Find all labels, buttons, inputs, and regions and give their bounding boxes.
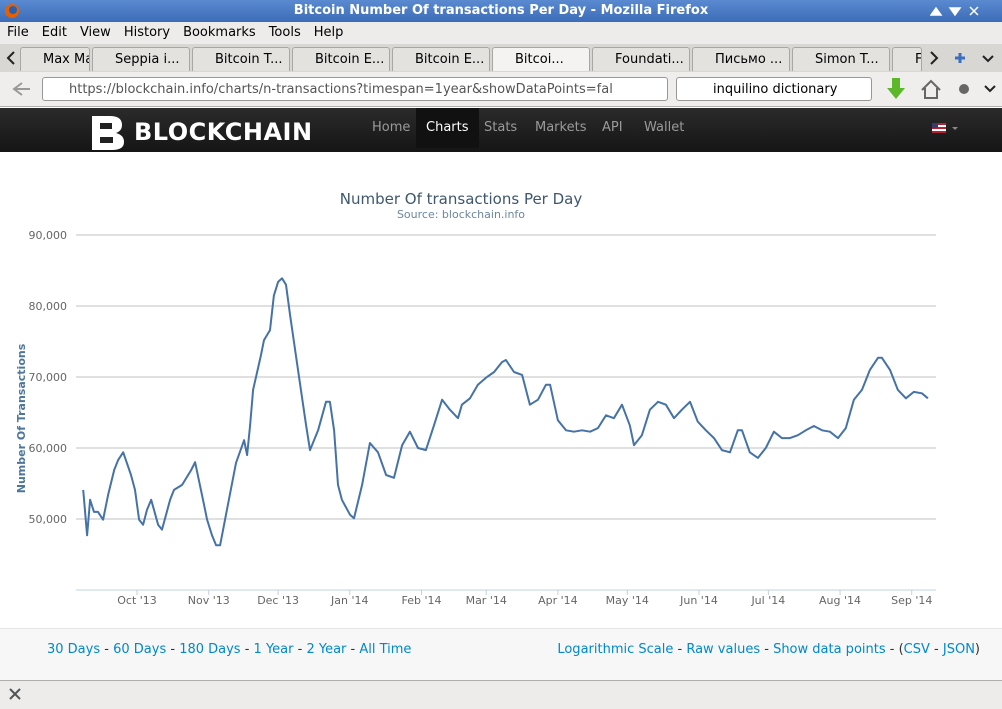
tab[interactable]: Foundati... xyxy=(592,47,690,71)
chart-options: 30 Days - 60 Days - 180 Days - 1 Year - … xyxy=(0,628,1002,681)
menu-item[interactable]: History xyxy=(123,25,171,40)
menu-bar: File Edit View History Bookmarks Tools Help xyxy=(0,22,1002,44)
x-tick-label: Apr '14 xyxy=(538,594,578,607)
menu-item[interactable]: Bookmarks xyxy=(183,25,256,40)
tab[interactable]: F xyxy=(892,47,922,71)
window-buttons[interactable] xyxy=(930,5,996,17)
y-axis-label: Number Of Transactions xyxy=(15,343,28,493)
x-tick-label: Aug '14 xyxy=(819,594,861,607)
separator: ) xyxy=(974,642,980,657)
option-links: Logarithmic Scale - Raw values - Show da… xyxy=(557,642,980,657)
x-tick-label: Dec '13 xyxy=(257,594,299,607)
close-addon-bar[interactable] xyxy=(9,688,21,700)
x-tick-label: May '14 xyxy=(606,594,649,607)
site-nav-item[interactable]: Markets xyxy=(535,120,587,135)
separator: - xyxy=(346,642,360,657)
timespan-link[interactable]: 180 Days xyxy=(179,642,241,657)
tab[interactable]: Max Man... xyxy=(20,47,90,71)
separator: - xyxy=(760,642,774,657)
separator: - xyxy=(100,642,114,657)
search-box[interactable]: inquilino dictionary xyxy=(676,77,872,101)
option-link[interactable]: Show data points xyxy=(773,642,886,657)
site-nav-item[interactable]: Home xyxy=(372,120,411,135)
tab[interactable]: Bitcoin E... xyxy=(392,47,490,71)
status-bar xyxy=(0,680,1002,709)
timespan-link[interactable]: All Time xyxy=(359,642,412,657)
separator: - xyxy=(166,642,180,657)
tab[interactable]: Bitcoin T... xyxy=(192,47,290,71)
x-tick-label: Sep '14 xyxy=(891,594,932,607)
y-tick-label: 80,000 xyxy=(29,300,68,313)
export-link[interactable]: JSON xyxy=(942,642,975,657)
option-link[interactable]: Raw values xyxy=(686,642,761,657)
tab-bar: Max Man...Seppia i...Bitcoin T...Bitcoin… xyxy=(0,44,1002,72)
separator: - xyxy=(673,642,687,657)
menu-item[interactable]: Edit xyxy=(41,25,67,40)
menu-item[interactable]: Help xyxy=(313,25,344,40)
separator: - xyxy=(929,642,943,657)
chart-title: Number Of transactions Per Day xyxy=(340,190,583,208)
site-nav-item[interactable]: Charts xyxy=(416,108,479,148)
timespan-link[interactable]: 2 Year xyxy=(306,642,347,657)
tab[interactable]: Bitcoi... xyxy=(492,47,590,71)
chart-subtitle: Source: blockchain.info xyxy=(397,208,525,221)
x-tick-label: Jul '14 xyxy=(750,594,785,607)
y-tick-label: 60,000 xyxy=(29,442,68,455)
logo-mark xyxy=(92,116,124,150)
menu-item[interactable]: File xyxy=(7,25,29,40)
x-tick-label: Mar '14 xyxy=(466,594,507,607)
site-logo[interactable]: BLOCKCHAIN xyxy=(134,118,313,146)
x-tick-label: Jun '14 xyxy=(679,594,718,607)
menu-item[interactable]: Tools xyxy=(268,25,301,40)
y-tick-label: 90,000 xyxy=(29,229,68,242)
nav-bar: https://blockchain.info/charts/n-transac… xyxy=(0,72,1002,107)
site-nav-item[interactable]: API xyxy=(602,120,623,135)
tab[interactable]: Simon T... xyxy=(792,47,890,71)
separator: - xyxy=(885,642,899,657)
site-nav-item[interactable]: Wallet xyxy=(644,120,685,135)
back-button[interactable] xyxy=(8,80,32,98)
y-tick-label: 50,000 xyxy=(29,513,68,526)
toolbar-icons[interactable] xyxy=(884,76,999,102)
timespan-link[interactable]: 1 Year xyxy=(253,642,294,657)
y-tick-label: 70,000 xyxy=(29,371,68,384)
tab-controls[interactable] xyxy=(928,50,998,66)
tab[interactable]: Письмо ... xyxy=(692,47,790,71)
site-nav-item[interactable]: Stats xyxy=(484,120,518,135)
firefox-icon xyxy=(5,4,19,18)
title-bar: Bitcoin Number Of transactions Per Day -… xyxy=(0,0,1002,22)
site-header: BLOCKCHAIN Home Charts Stats Markets API Wall… xyxy=(0,108,1002,152)
tab[interactable]: Seppia i... xyxy=(92,47,190,71)
address-bar[interactable]: https://blockchain.info/charts/n-transac… xyxy=(42,77,668,101)
site-nav: Home Charts Stats Markets API Wallet xyxy=(362,108,702,148)
x-tick-label: Oct '13 xyxy=(117,594,157,607)
x-tick-label: Feb '14 xyxy=(401,594,441,607)
option-link[interactable]: Logarithmic Scale xyxy=(557,642,674,657)
separator: - xyxy=(240,642,254,657)
menu-item[interactable]: View xyxy=(79,25,111,40)
separator: - xyxy=(293,642,307,657)
window-title: Bitcoin Number Of transactions Per Day -… xyxy=(293,3,709,18)
tab[interactable]: Bitcoin E... xyxy=(292,47,390,71)
x-tick-label: Nov '13 xyxy=(188,594,230,607)
separator: ( xyxy=(898,642,904,657)
tab-scroll-left[interactable] xyxy=(4,50,18,66)
timespan-link[interactable]: 60 Days xyxy=(113,642,167,657)
x-tick-label: Jan '14 xyxy=(330,594,368,607)
series-line xyxy=(82,277,929,547)
language-flag[interactable] xyxy=(932,123,962,135)
export-link[interactable]: CSV xyxy=(903,642,930,657)
timespan-links: 30 Days - 60 Days - 180 Days - 1 Year - … xyxy=(47,642,411,657)
timespan-link[interactable]: 30 Days xyxy=(47,642,101,657)
